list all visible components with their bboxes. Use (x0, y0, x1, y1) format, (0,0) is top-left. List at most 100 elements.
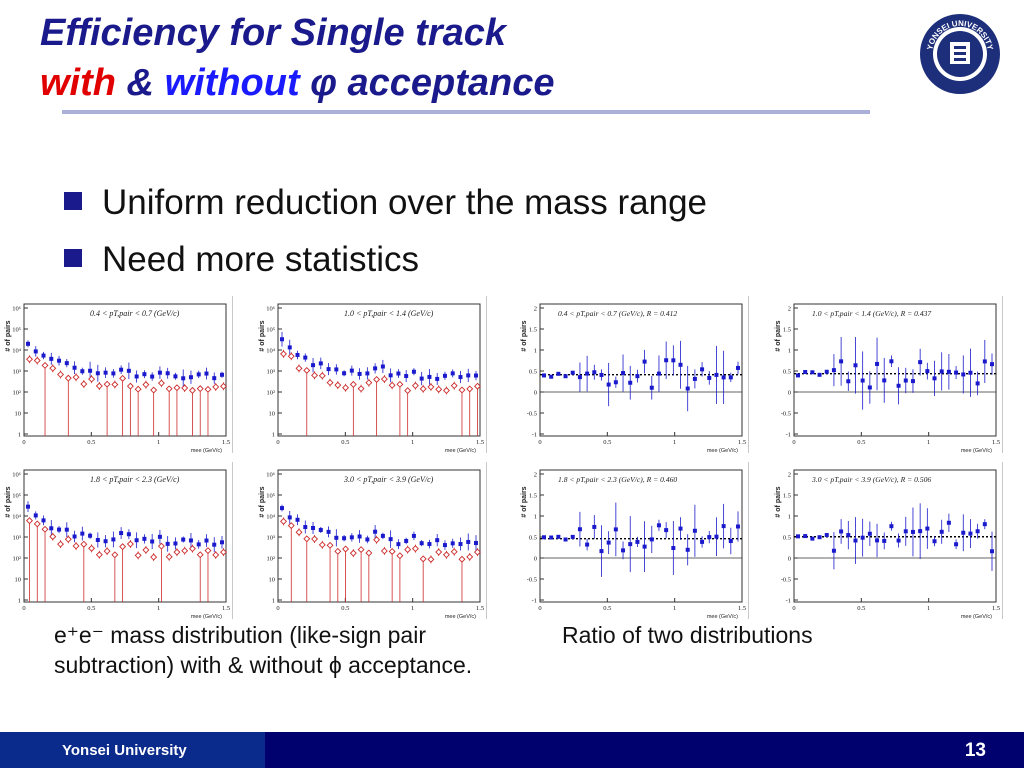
marker-full (134, 538, 139, 543)
ratio-marker (982, 522, 987, 527)
marker-cut (165, 385, 173, 393)
marker-cut (365, 379, 373, 387)
y-tick-label: 10³ (267, 535, 276, 542)
y-tick-label: 10 (15, 577, 22, 584)
ratio-marker (707, 535, 712, 540)
marker-cut (287, 352, 295, 360)
ratio-marker (889, 524, 894, 529)
marker-full (404, 538, 409, 543)
ratio-marker (613, 527, 618, 532)
ratio-marker (882, 378, 887, 383)
marker-full (349, 368, 354, 373)
marker-cut (396, 552, 404, 560)
title-line-2: with & without φ acceptance (40, 62, 555, 104)
ratio-marker (721, 375, 726, 380)
marker-full (396, 371, 401, 376)
marker-full (411, 533, 416, 538)
marker-full (181, 537, 186, 542)
marker-full (373, 366, 378, 371)
y-tick-label: 1.5 (529, 327, 537, 334)
marker-cut (396, 380, 404, 388)
marker-cut (450, 382, 458, 390)
marker-full (466, 539, 471, 544)
bullet-item: Uniform reduction over the mass range (64, 183, 707, 223)
ratio-marker (975, 529, 980, 534)
x-axis-label: mee (GeV/c) (961, 448, 992, 453)
marker-full (373, 529, 378, 534)
x-tick-label: 1 (673, 605, 676, 612)
y-axis-label: # of pairs (521, 486, 528, 517)
marker-full (280, 337, 284, 342)
marker-cut (295, 528, 303, 536)
marker-full (280, 506, 284, 511)
y-tick-label: 10⁵ (266, 327, 275, 334)
marker-full (26, 341, 30, 346)
y-tick-label: -0.5 (781, 577, 791, 584)
marker-cut (72, 373, 80, 381)
x-tick-label: 0 (276, 605, 279, 612)
panel-label: 3.0 < pT,pair < 3.9 (GeV/c), R = 0.506 (811, 475, 931, 484)
marker-cut (342, 545, 350, 553)
marker-full (157, 534, 162, 539)
ratio-marker (692, 376, 697, 381)
marker-full (474, 541, 478, 546)
ratio-marker (728, 538, 733, 543)
marker-cut (303, 535, 311, 543)
marker-cut (318, 372, 326, 380)
marker-cut (142, 546, 150, 554)
ratio-marker (714, 534, 719, 539)
ratio-marker (882, 538, 887, 543)
marker-full (142, 372, 147, 377)
marker-cut (111, 551, 119, 559)
marker-full (318, 527, 323, 532)
y-tick-label: 1 (534, 514, 537, 521)
mass-plot-panel: 1 10 10² 10³ 10⁴ 10⁵ 10⁶ 0 0.5 1 1.5 # of pairs mee … (259, 462, 487, 619)
panel-label: 1.8 < pT,pair < 2.3 (GeV/c) (90, 475, 180, 484)
panel-label: 0.4 < pT,pair < 0.7 (GeV/c), R = 0.412 (558, 309, 677, 318)
ratio-marker (570, 534, 575, 539)
marker-full (26, 504, 30, 509)
ratio-marker (585, 542, 590, 547)
x-axis-label: mee (GeV/c) (961, 614, 992, 619)
marker-full (212, 376, 217, 381)
y-tick-label: 10⁶ (12, 306, 21, 313)
x-tick-label: 0.5 (603, 439, 611, 446)
ratio-marker (656, 371, 661, 376)
marker-full (212, 542, 217, 547)
ratio-marker (664, 358, 669, 363)
marker-full (326, 529, 331, 534)
marker-full (303, 525, 308, 530)
ratio-marker (592, 370, 597, 375)
marker-cut (88, 375, 96, 383)
marker-full (95, 371, 100, 376)
ratio-marker (736, 365, 740, 370)
marker-cut (196, 385, 204, 393)
ratio-marker (728, 375, 733, 380)
marker-full (204, 538, 209, 543)
marker-cut (458, 555, 466, 563)
y-tick-label: 2 (788, 306, 791, 313)
marker-cut (157, 379, 165, 387)
ratio-marker (714, 372, 719, 377)
marker-full (173, 541, 178, 546)
y-tick-label: -0.5 (781, 411, 791, 418)
marker-cut (404, 387, 412, 395)
marker-full (150, 539, 155, 544)
ratio-marker (918, 529, 923, 534)
marker-cut (442, 387, 450, 394)
marker-cut (287, 522, 295, 530)
marker-full (165, 541, 170, 546)
marker-full (57, 527, 62, 532)
ratio-marker (577, 375, 582, 380)
ratio-marker (678, 362, 683, 367)
marker-full (220, 540, 224, 545)
marker-full (33, 513, 38, 518)
bullet-item: Need more statistics (64, 240, 419, 280)
square-bullet-icon (64, 249, 82, 267)
marker-cut (119, 543, 127, 551)
ratio-marker (803, 534, 808, 539)
marker-cut (126, 540, 134, 548)
y-tick-label: 10⁶ (266, 472, 275, 479)
marker-cut (373, 376, 381, 383)
panel-label: 1.0 < pT,pair < 1.4 (GeV/c), R = 0.437 (812, 309, 932, 318)
